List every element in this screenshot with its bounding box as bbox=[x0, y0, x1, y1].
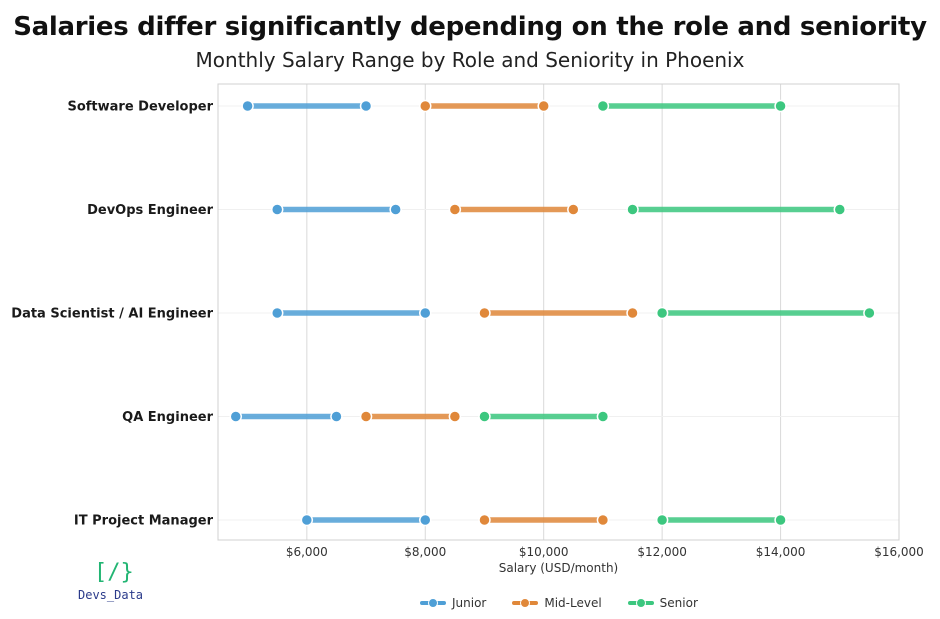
range-start-point bbox=[241, 99, 254, 113]
range-end-point bbox=[330, 410, 343, 423]
x-tick-label: $8,000 bbox=[404, 545, 446, 559]
legend-label-senior: Senior bbox=[659, 596, 698, 610]
range-start-point bbox=[448, 203, 462, 216]
logo-text: Devs_Data bbox=[78, 588, 144, 602]
range-end-point bbox=[596, 513, 610, 527]
range-end-point bbox=[567, 203, 580, 216]
range-end-point bbox=[448, 410, 462, 423]
y-category-label: IT Project Manager bbox=[74, 514, 214, 529]
range-end-point bbox=[596, 410, 610, 423]
plot-frame bbox=[217, 83, 900, 541]
range-end-point bbox=[419, 306, 432, 320]
chart-subtitle: Monthly Salary Range by Role and Seniori… bbox=[195, 48, 745, 72]
range-start-point bbox=[626, 203, 639, 216]
range-end-point bbox=[774, 513, 787, 527]
legend-swatch-senior bbox=[627, 598, 654, 608]
legend-swatch-mid-level bbox=[512, 598, 539, 608]
range-end-point bbox=[389, 203, 402, 216]
legend-label-mid-level: Mid-Level bbox=[544, 596, 602, 610]
range-end-point bbox=[774, 99, 787, 113]
range-start-point bbox=[655, 306, 669, 320]
range-end-point bbox=[419, 513, 432, 527]
range-start-point bbox=[270, 306, 284, 320]
range-start-point bbox=[270, 203, 284, 216]
range-end-point bbox=[359, 99, 373, 113]
x-tick-label: $12,000 bbox=[637, 545, 687, 559]
range-end-point bbox=[863, 306, 876, 320]
legend-swatch-junior bbox=[420, 598, 446, 608]
y-category-label: QA Engineer bbox=[122, 410, 213, 425]
chart-title: Salaries differ significantly depending … bbox=[13, 12, 927, 42]
x-tick-label: $14,000 bbox=[756, 545, 806, 559]
range-start-point bbox=[300, 513, 314, 527]
range-start-point bbox=[229, 410, 243, 423]
range-start-point bbox=[359, 410, 373, 423]
range-start-point bbox=[478, 410, 491, 423]
x-tick-label: $10,000 bbox=[519, 545, 569, 559]
devs-data-logo: [/} Devs_Data bbox=[78, 560, 168, 602]
legend-label-junior: Junior bbox=[452, 596, 487, 610]
logo-mark-icon: [/} bbox=[94, 560, 134, 585]
legend-item-mid-level: Mid-Level bbox=[512, 596, 602, 610]
range-end-point bbox=[626, 306, 639, 320]
y-category-label: DevOps Engineer bbox=[87, 203, 213, 218]
range-start-point bbox=[655, 513, 669, 527]
y-category-label: Software Developer bbox=[67, 100, 213, 115]
range-end-point bbox=[537, 99, 550, 113]
x-tick-label: $6,000 bbox=[286, 545, 328, 559]
range-end-point bbox=[833, 203, 847, 216]
range-start-point bbox=[596, 99, 610, 113]
x-axis-label: Salary (USD/month) bbox=[499, 561, 619, 575]
legend-item-senior: Senior bbox=[627, 596, 698, 610]
x-tick-label: $16,000 bbox=[874, 545, 924, 559]
range-start-point bbox=[478, 306, 491, 320]
chart-legend: Junior Mid-Level Senior bbox=[420, 594, 698, 612]
legend-item-junior: Junior bbox=[420, 596, 486, 610]
range-start-point bbox=[419, 99, 432, 113]
range-start-point bbox=[478, 513, 491, 527]
y-category-label: Data Scientist / AI Engineer bbox=[11, 307, 213, 322]
